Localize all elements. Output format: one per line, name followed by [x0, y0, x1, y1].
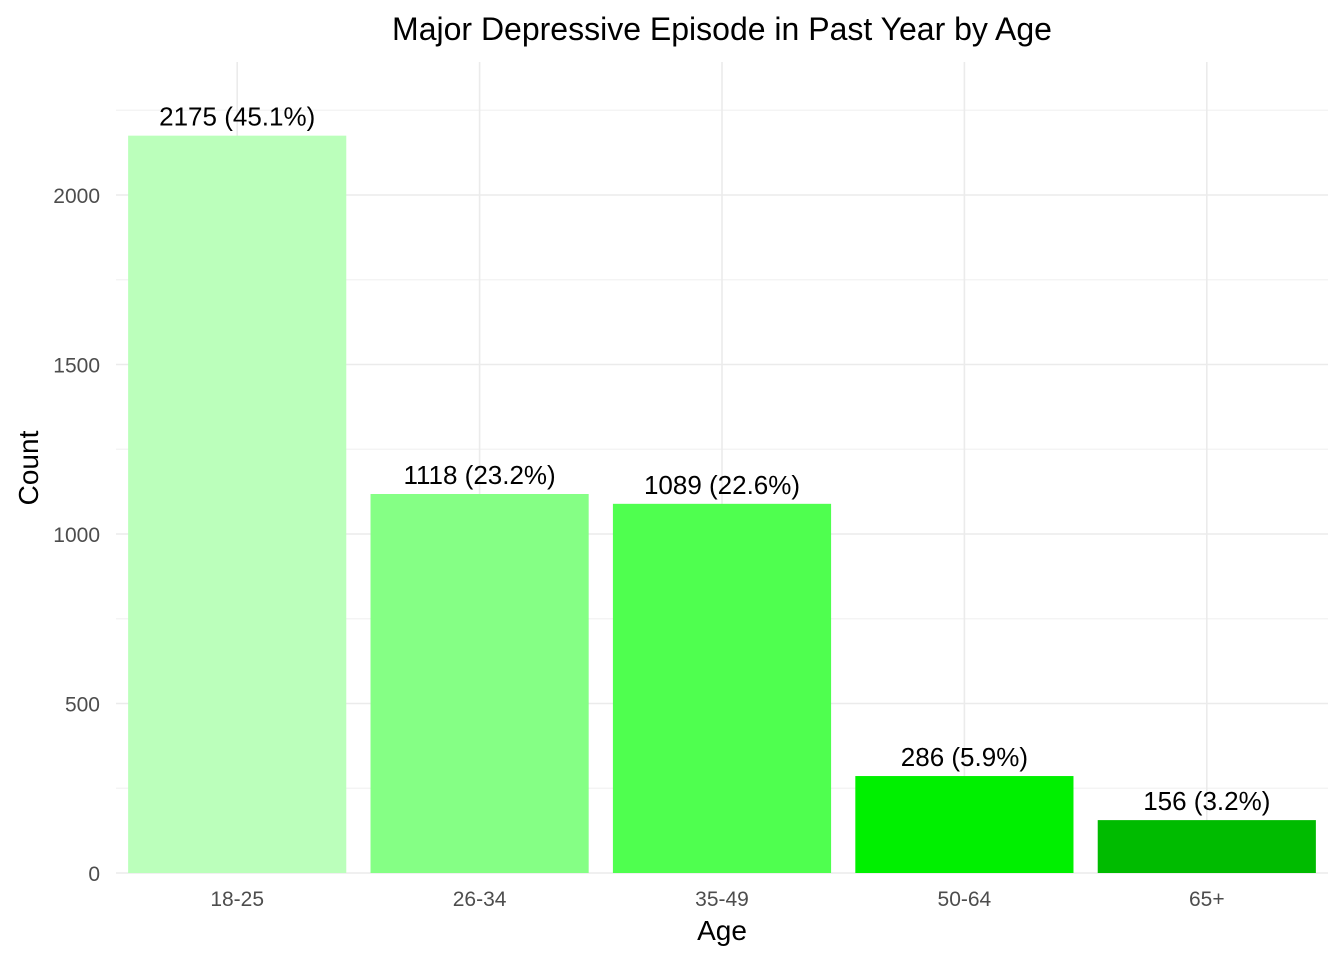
- x-tick-label: 35-49: [695, 888, 749, 911]
- bar-26-34: [370, 493, 589, 873]
- chart-title: Major Depressive Episode in Past Year by…: [392, 11, 1052, 47]
- y-tick-label: 0: [88, 863, 100, 886]
- data-label: 286 (5.9%): [901, 742, 1028, 772]
- data-labels-layer: 2175 (45.1%) 1118 (23.2%) 1089 (22.6%) 286 …: [159, 102, 1270, 816]
- y-tick-label: 1000: [53, 524, 100, 547]
- data-label: 1089 (22.6%): [644, 470, 800, 500]
- bar-18-25: [128, 135, 347, 874]
- data-label: 1118 (23.2%): [403, 460, 555, 490]
- bar-65+: [1097, 820, 1316, 873]
- y-tick-label: 2000: [53, 185, 100, 208]
- y-tick-label: 1500: [53, 355, 100, 378]
- y-tick-label: 500: [65, 694, 100, 717]
- x-tick-label: 50-64: [938, 888, 992, 911]
- y-axis-title: Count: [13, 430, 44, 505]
- x-tick-label: 18-25: [210, 888, 264, 911]
- x-axis-title: Age: [697, 915, 747, 946]
- x-tick-label: 65+: [1189, 888, 1225, 911]
- bar-50-64: [855, 776, 1074, 873]
- bar-35-49: [612, 503, 832, 873]
- bars-layer: [128, 135, 1316, 874]
- x-tick-label: 26-34: [453, 888, 507, 911]
- y-axis-ticks: 0 500 1000 1500 2000: [53, 185, 100, 886]
- data-label: 2175 (45.1%): [159, 102, 315, 132]
- data-label: 156 (3.2%): [1143, 786, 1270, 816]
- x-axis-ticks: 18-25 26-34 35-49 50-64 65+: [210, 888, 1224, 911]
